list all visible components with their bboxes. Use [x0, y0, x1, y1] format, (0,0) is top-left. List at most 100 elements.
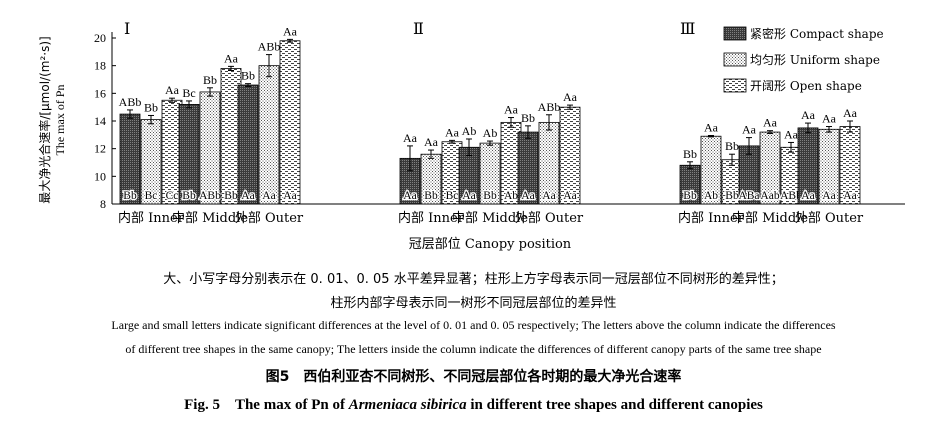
top-label: Aa: [822, 112, 837, 126]
inner-label: Bb: [683, 190, 697, 202]
inner-label: Aab: [760, 190, 779, 202]
y-tick-label: 8: [100, 197, 106, 211]
inner-label: Aa: [521, 190, 534, 202]
figure-title-en: Fig. 5 The max of Pn of Armeniaca sibiri…: [0, 393, 947, 414]
legend-swatch: [723, 78, 747, 93]
title-prefix: Fig. 5 The max of Pn of: [184, 397, 349, 413]
inner-label: Aa: [563, 190, 576, 202]
top-label: Aa: [704, 121, 719, 135]
note-zh-line-1: 大、小写字母分别表示在 0. 01、0. 05 水平差异显著；柱形上方字母表示同…: [163, 272, 784, 287]
inner-label: ABa: [738, 190, 759, 202]
x-axis-label: 冠层部位 Canopy position: [409, 237, 572, 252]
top-label: Aa: [563, 90, 578, 104]
top-label: Bb: [144, 100, 158, 114]
top-label: Bb: [521, 111, 535, 125]
bar: [258, 65, 280, 205]
top-label: Aa: [165, 83, 180, 97]
y-tick-label: 14: [94, 114, 106, 128]
y-tick-label: 10: [94, 169, 106, 183]
x-tick-label: 内部 Inner: [118, 210, 185, 226]
legend-swatch: [723, 26, 747, 41]
x-tick-label: 外部 Outer: [235, 211, 304, 226]
inner-label: Bb: [123, 190, 137, 202]
panel-labels: Ⅰ Ⅱ Ⅲ: [124, 19, 695, 38]
inner-label: Bc: [145, 190, 158, 202]
top-label: Aa: [403, 131, 418, 145]
top-label: Ab: [462, 124, 477, 138]
inner-label: Aa: [403, 190, 416, 202]
inner-label: Cc: [166, 190, 179, 202]
y-tick-label: 12: [94, 142, 106, 156]
top-label: ABb: [119, 95, 142, 109]
top-label: Aa: [784, 127, 799, 141]
top-label: Bb: [725, 139, 739, 153]
y-tick-label: 16: [94, 86, 106, 100]
bars: ABbBbBbBcAaCcBcBbBbABbAaBbBbAaABbAaAaAaA…: [119, 24, 861, 205]
x-tick-label: 外部 Outer: [515, 211, 584, 226]
y-tick-label: 18: [94, 59, 106, 73]
legend-label: 均匀形 Uniform shape: [750, 53, 880, 67]
note-zh-line-2: 柱形内部字母表示同一树形不同冠层部位的差异性: [330, 296, 617, 311]
inner-label: ABb: [199, 190, 221, 202]
inner-label: Bc: [446, 190, 459, 202]
legend-label: 紧密形 Compact shape: [750, 26, 884, 41]
top-label: ABb: [258, 40, 281, 54]
title-suffix: in different tree shapes and different c…: [466, 397, 763, 413]
panel-label: Ⅰ: [124, 19, 130, 38]
bar: [279, 40, 301, 205]
inner-label: Aa: [843, 190, 856, 202]
note-en-line-2: of different tree shapes in the same can…: [125, 342, 822, 356]
inner-label: Bb: [725, 190, 739, 202]
panel-label: Ⅲ: [680, 19, 695, 38]
legend-label: 开阔形 Open shape: [750, 79, 862, 93]
top-label: Aa: [283, 24, 298, 38]
legend: 紧密形 Compact shape 均匀形 Uniform shape 开阔形 Op…: [723, 26, 884, 93]
top-label: ABb: [538, 100, 561, 114]
top-label: Aa: [424, 135, 439, 149]
note-en-line-1: Large and small letters indicate signifi…: [111, 318, 836, 332]
x-tick-label: 中部 Middle: [732, 211, 808, 226]
legend-swatch: [723, 52, 747, 67]
x-tick-label: 中部 Middle: [172, 211, 248, 226]
top-label: Aa: [843, 106, 858, 120]
top-label: Aa: [504, 103, 519, 117]
top-label: Aa: [763, 116, 778, 130]
inner-label: Aa: [462, 190, 475, 202]
inner-label: Bb: [483, 190, 497, 202]
inner-label: Aa: [262, 190, 275, 202]
inner-label: Ab: [704, 190, 718, 202]
y-axis-label-en: The max of Pn: [53, 85, 67, 156]
inner-label: Aa: [822, 190, 835, 202]
inner-label: Aa: [801, 190, 814, 202]
inner-label: Bb: [182, 190, 196, 202]
top-label: Aa: [445, 125, 460, 139]
inner-label: ABb: [780, 190, 802, 202]
y-axis-label-zh: 最大净光合速率/[μmol/(m²·s)]: [37, 36, 52, 203]
inner-label: Bb: [224, 190, 238, 202]
x-tick-label: 内部 Inner: [398, 210, 465, 226]
x-tick-label: 中部 Middle: [452, 211, 528, 226]
top-label: Aa: [801, 108, 816, 122]
inner-label: Ab: [504, 190, 518, 202]
inner-label: Aa: [241, 190, 254, 202]
panel-label: Ⅱ: [413, 19, 424, 38]
top-label: Ab: [483, 126, 498, 140]
inner-label: Bb: [424, 190, 438, 202]
x-tick-label: 外部 Outer: [795, 211, 864, 226]
top-label: Aa: [224, 51, 239, 65]
bar: [237, 84, 259, 205]
top-label: Bb: [683, 147, 697, 161]
inner-label: Aa: [283, 190, 296, 202]
title-species: Armeniaca sibirica: [348, 397, 467, 413]
x-tick-label: 内部 Inner: [678, 210, 745, 226]
top-label: Bc: [182, 86, 195, 100]
inner-label: Aa: [542, 190, 555, 202]
bar: [199, 91, 221, 205]
top-label: Aa: [742, 123, 757, 137]
figure-title-zh: 图5 西伯利亚杏不同树形、不同冠层部位各时期的最大净光合速率: [265, 369, 682, 385]
top-label: Bb: [203, 73, 217, 87]
top-label: Bb: [241, 69, 255, 83]
y-tick-label: 20: [94, 31, 106, 45]
